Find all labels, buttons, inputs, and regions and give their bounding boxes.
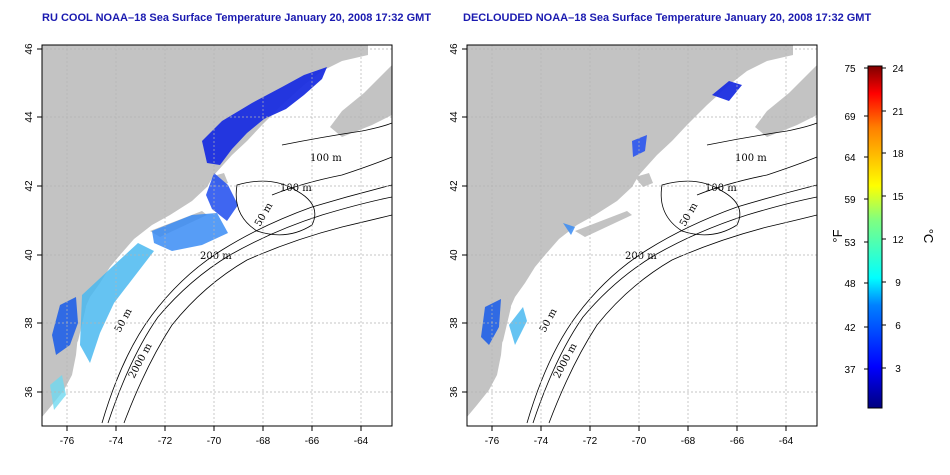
contour-label-200m: 200 m xyxy=(200,251,232,262)
right-map-panel: 100 m 100 m 50 m 200 m 50 m 2000 m xyxy=(466,44,818,427)
x-tick-label: -74 xyxy=(534,436,549,447)
fahrenheit-tick: 48 xyxy=(844,279,856,290)
x-tick-label: -68 xyxy=(256,436,271,447)
left-x-axis: -76 -74 -72 -70 -68 -66 -64 xyxy=(60,426,369,447)
celsius-tick: 24 xyxy=(892,64,904,75)
x-tick-label: -72 xyxy=(158,436,173,447)
nova-scotia-land xyxy=(330,45,392,137)
x-tick-label: -74 xyxy=(109,436,124,447)
x-tick-label: -72 xyxy=(583,436,598,447)
left-map-panel: 100 m 100 m 50 m 200 m 50 m 2000 m xyxy=(41,44,393,427)
bathymetry-contours xyxy=(101,122,393,424)
sst-chesapeake xyxy=(481,299,501,345)
y-tick-label: 38 xyxy=(449,317,460,329)
y-tick-label: 44 xyxy=(24,111,35,123)
y-tick-label: 44 xyxy=(449,111,460,123)
contour-label-100m-a: 100 m xyxy=(310,153,342,164)
grid-lines xyxy=(467,45,817,426)
grid-lines xyxy=(42,45,392,426)
sst-gulf-of-maine xyxy=(712,81,742,101)
contour-label-100m-b: 100 m xyxy=(705,183,737,194)
fahrenheit-tick: 37 xyxy=(844,365,856,376)
sst-south xyxy=(50,375,66,410)
map-frame xyxy=(466,44,818,427)
sst-gulf-of-maine xyxy=(202,67,327,165)
sst-mid-atlantic xyxy=(509,307,527,345)
fahrenheit-tick: 69 xyxy=(844,112,856,123)
right-y-axis: 46 44 42 40 38 36 xyxy=(449,43,467,398)
y-tick-label: 36 xyxy=(24,386,35,398)
cape-cod-land xyxy=(635,173,653,187)
fahrenheit-tick: 42 xyxy=(844,323,856,334)
y-tick-label: 36 xyxy=(449,386,460,398)
fahrenheit-tick: 75 xyxy=(844,64,856,75)
fahrenheit-tick: 59 xyxy=(844,195,856,206)
contour-label-100m-b: 100 m xyxy=(280,183,312,194)
y-tick-label: 40 xyxy=(449,249,460,261)
right-panel-title: DECLOUDED NOAA–18 Sea Surface Temperatur… xyxy=(463,12,872,24)
y-tick-label: 42 xyxy=(24,180,35,192)
bathymetry-contours xyxy=(526,122,818,424)
x-tick-label: -64 xyxy=(779,436,794,447)
x-tick-label: -70 xyxy=(632,436,647,447)
sst-ny-bight xyxy=(563,223,575,235)
left-panel-title: RU COOL NOAA–18 Sea Surface Temperature … xyxy=(42,12,432,24)
sst-chesapeake xyxy=(52,297,78,355)
fahrenheit-tick: 53 xyxy=(844,238,856,249)
celsius-tick: 6 xyxy=(895,321,901,332)
nova-scotia-land xyxy=(755,45,817,137)
y-tick-label: 46 xyxy=(449,43,460,55)
y-tick-label: 46 xyxy=(24,43,35,55)
sst-coastal-maine xyxy=(632,135,647,157)
x-tick-label: -70 xyxy=(207,436,222,447)
right-x-axis: -76 -74 -72 -70 -68 -66 -64 xyxy=(485,426,794,447)
x-tick-label: -66 xyxy=(730,436,745,447)
celsius-axis-label: °C xyxy=(921,229,936,244)
y-tick-label: 38 xyxy=(24,317,35,329)
celsius-tick: 18 xyxy=(892,149,904,160)
x-tick-label: -64 xyxy=(354,436,369,447)
contour-label-200m: 200 m xyxy=(625,251,657,262)
long-island-land xyxy=(575,211,632,237)
celsius-tick: 21 xyxy=(892,107,904,118)
fahrenheit-tick: 64 xyxy=(844,153,856,164)
sst-ny-bight xyxy=(152,213,228,251)
sst-mid-atlantic xyxy=(80,243,154,363)
contour-label-100m-a: 100 m xyxy=(735,153,767,164)
land-mass xyxy=(42,45,368,417)
celsius-tick: 15 xyxy=(892,192,904,203)
celsius-tick: 9 xyxy=(895,278,901,289)
colorbar-gradient xyxy=(867,65,883,409)
land-mass xyxy=(467,45,793,417)
colorbar: 75 69 64 59 53 48 42 37 24 21 18 15 12 9… xyxy=(830,64,936,409)
x-tick-label: -66 xyxy=(305,436,320,447)
celsius-tick: 12 xyxy=(892,235,904,246)
map-frame xyxy=(41,44,393,427)
x-tick-label: -68 xyxy=(681,436,696,447)
y-tick-label: 42 xyxy=(449,180,460,192)
fahrenheit-axis-label: °F xyxy=(830,229,845,242)
x-tick-label: -76 xyxy=(485,436,500,447)
y-tick-label: 40 xyxy=(24,249,35,261)
x-tick-label: -76 xyxy=(60,436,75,447)
left-y-axis: 46 44 42 40 38 36 xyxy=(24,43,42,398)
celsius-tick: 3 xyxy=(895,364,901,375)
